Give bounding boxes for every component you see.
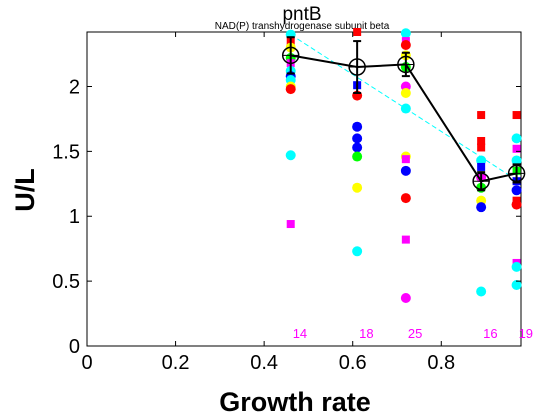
plot-area: 14 18 25 16 19 0 0.2 0.4 0.6 0.8 0 0.5 1 1.5 2 xyxy=(52,28,533,374)
data-point-square xyxy=(353,28,362,36)
trend-line xyxy=(290,34,517,181)
chart-subtitle: NAD(P) transhydrogenase subunit beta xyxy=(215,21,390,32)
plot-frame xyxy=(86,31,522,347)
data-point-square xyxy=(477,143,486,152)
mean-series xyxy=(281,36,526,192)
y-tick-label: 0.5 xyxy=(52,271,80,293)
y-axis: 0 0.5 1 1.5 2 xyxy=(52,76,521,358)
data-point-circle xyxy=(352,182,363,193)
count-label: 18 xyxy=(359,326,373,341)
data-point-circle xyxy=(511,280,522,291)
y-axis-title: U/L xyxy=(10,168,40,212)
chart-title: pntB xyxy=(282,4,321,25)
x-axis-title: Growth rate xyxy=(219,387,371,417)
data-point-circle xyxy=(511,199,522,210)
data-point-circle xyxy=(285,84,296,95)
data-point-square xyxy=(401,235,410,244)
data-point-square xyxy=(477,136,486,145)
data-point-circle xyxy=(400,103,411,114)
data-point-circle xyxy=(511,261,522,272)
count-label: 19 xyxy=(519,326,533,341)
y-tick-label: 1 xyxy=(69,206,80,228)
data-point-circle xyxy=(352,151,363,162)
data-point-circle xyxy=(511,155,522,166)
y-tick-label: 1.5 xyxy=(52,141,80,163)
data-point-circle xyxy=(476,202,487,213)
x-tick-label: 0 xyxy=(81,352,92,374)
data-point-square xyxy=(477,111,486,120)
data-point-square xyxy=(401,155,410,164)
data-point-circle xyxy=(511,133,522,144)
data-point-circle xyxy=(476,286,487,297)
count-label: 25 xyxy=(408,326,422,341)
data-points xyxy=(285,28,522,303)
data-point-circle xyxy=(352,121,363,132)
count-labels: 14 18 25 16 19 xyxy=(293,326,533,341)
data-point-circle xyxy=(511,185,522,196)
data-point-circle xyxy=(400,39,411,50)
y-tick-label: 2 xyxy=(69,76,80,98)
data-point-circle xyxy=(352,246,363,257)
x-tick-label: 0.2 xyxy=(162,352,190,374)
data-point-circle xyxy=(400,292,411,303)
x-axis: 0 0.2 0.4 0.6 0.8 xyxy=(81,32,455,374)
data-point-circle xyxy=(400,165,411,176)
data-point-circle xyxy=(400,28,411,39)
data-point-square xyxy=(477,162,486,171)
data-point-circle xyxy=(285,150,296,161)
count-label: 16 xyxy=(483,326,497,341)
data-point-circle xyxy=(352,142,363,153)
trend-layer xyxy=(290,34,517,181)
data-point-square xyxy=(512,111,521,120)
x-tick-label: 0.8 xyxy=(427,352,455,374)
data-point-square xyxy=(512,144,521,153)
data-point-circle xyxy=(400,193,411,204)
x-tick-label: 0.6 xyxy=(339,352,367,374)
y-tick-label: 0 xyxy=(69,336,80,358)
x-tick-label: 0.4 xyxy=(250,352,278,374)
data-point-circle xyxy=(400,87,411,98)
data-point-square xyxy=(286,220,295,229)
data-point-circle xyxy=(352,133,363,144)
count-label: 14 xyxy=(293,326,307,341)
